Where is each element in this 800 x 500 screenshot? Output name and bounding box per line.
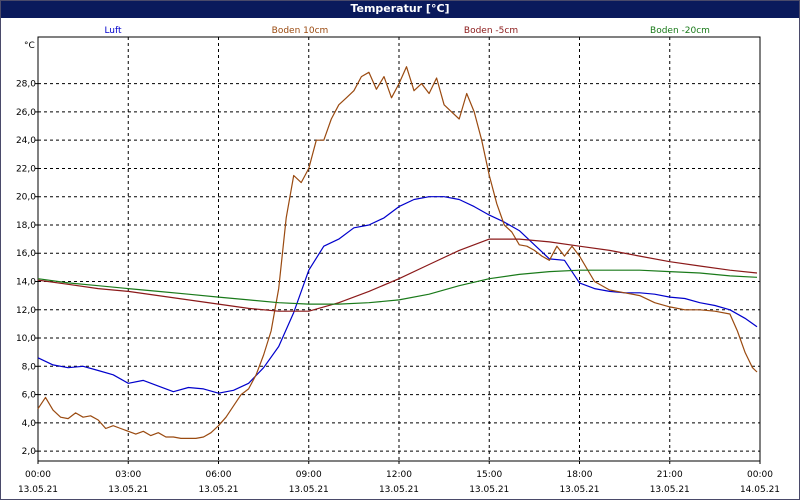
y-tick-label: 24,0: [16, 136, 36, 146]
x-tick-date-label: 13.05.21: [289, 485, 329, 495]
y-axis-unit-label: °C: [24, 41, 35, 51]
series-layer: [37, 66, 758, 439]
legend-entry: Luft: [104, 26, 122, 36]
y-tick-label: 26,0: [16, 108, 36, 118]
x-tick-date-label: 13.05.21: [198, 485, 238, 495]
x-tick-time-label: 21:00: [657, 470, 683, 480]
y-tick-label: 14,0: [16, 278, 36, 288]
y-tick-label: 6,0: [22, 391, 37, 401]
x-tick-date-label: 13.05.21: [559, 485, 599, 495]
y-tick-label: 12,0: [16, 306, 36, 316]
legend-entry: Boden -5cm: [464, 26, 518, 36]
x-tick-time-label: 00:00: [25, 470, 51, 480]
y-tick-label: 22,0: [16, 164, 36, 174]
y-axis: 2,0 4,0 6,0 8,0 10,0 12,0 14,0 16,0 18,0 20,0 22,0…: [16, 80, 38, 457]
series-line-boden-5cm: [37, 238, 758, 312]
y-tick-label: 20,0: [16, 193, 36, 203]
series-line-boden-20cm: [37, 269, 758, 305]
y-tick-label: 18,0: [16, 221, 36, 231]
x-tick-date-label: 13.05.21: [469, 485, 509, 495]
y-tick-label: 10,0: [16, 334, 36, 344]
series-line-boden-10cm: [37, 66, 758, 439]
y-tick-label: 8,0: [22, 362, 37, 372]
x-tick-time-label: 18:00: [567, 470, 593, 480]
y-tick-label: 4,0: [22, 419, 37, 429]
x-tick-date-label: 13.05.21: [108, 485, 148, 495]
x-axis: 00:00 13.05.21 03:00 13.05.21 06:00 13.05.21 0…: [18, 461, 780, 495]
grid-lines: [38, 37, 760, 461]
series-line-luft: [37, 196, 758, 394]
x-tick-time-label: 15:00: [476, 470, 502, 480]
x-tick-date-label: 14.05.21: [740, 485, 780, 495]
y-tick-label: 28,0: [16, 80, 36, 90]
y-tick-label: 16,0: [16, 249, 36, 259]
x-tick-time-label: 03:00: [115, 470, 141, 480]
chart-title: Temperatur [°C]: [1, 1, 799, 18]
x-tick-time-label: 00:00: [747, 470, 773, 480]
x-tick-date-label: 13.05.21: [18, 485, 58, 495]
legend: Luft Boden 10cm Boden -5cm Boden -20cm: [104, 26, 710, 36]
legend-entry: Boden 10cm: [272, 26, 329, 36]
x-tick-time-label: 06:00: [206, 470, 232, 480]
x-tick-date-label: 13.05.21: [379, 485, 419, 495]
x-tick-date-label: 13.05.21: [650, 485, 690, 495]
x-tick-time-label: 09:00: [296, 470, 322, 480]
x-tick-time-label: 12:00: [386, 470, 412, 480]
legend-entry: Boden -20cm: [650, 26, 710, 36]
y-tick-label: 2,0: [22, 447, 37, 457]
